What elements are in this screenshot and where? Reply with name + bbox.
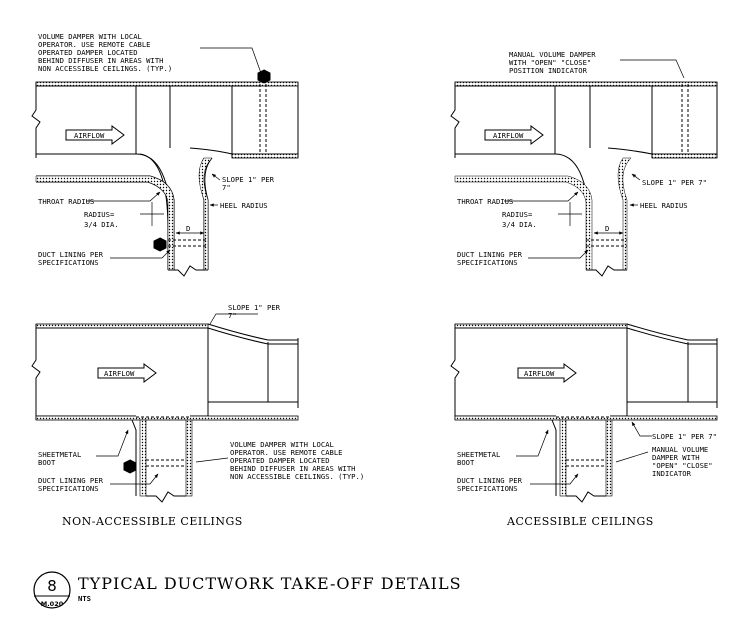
tr-throat-radius: THROAT RADIUS: [457, 197, 513, 206]
tl-damper-note-2: OPERATOR. USE REMOTE CABLE: [38, 40, 151, 49]
airflow-label: AIRFLOW: [74, 131, 105, 140]
tl-damper-note-1: VOLUME DAMPER WITH LOCAL: [38, 32, 142, 41]
airflow-label: AIRFLOW: [493, 131, 524, 140]
tl-d-dim: D: [186, 224, 190, 233]
airflow-label: AIRFLOW: [104, 369, 135, 378]
bl-labels: SLOPE 1" PER 7" AIRFLOW SHEETMETAL BOOT …: [38, 303, 364, 493]
bl-damper-note-3: OPERATED DAMPER LOCATED: [230, 456, 330, 465]
tr-radius-1: RADIUS=: [502, 210, 533, 219]
tl-slope-1: SLOPE 1" PER: [222, 175, 275, 184]
tl-throat-radius: THROAT RADIUS: [38, 197, 94, 206]
tl-heel-radius: HEEL RADIUS: [220, 201, 268, 210]
bl-damper-note-1: VOLUME DAMPER WITH LOCAL: [230, 440, 334, 449]
tr-lining-1: DUCT LINING PER: [457, 250, 523, 259]
tr-lining-2: SPECIFICATIONS: [457, 258, 518, 267]
damper-tag-hexagon: [153, 237, 167, 252]
bl-damper-note-4: BEHIND DIFFUSER IN AREAS WITH: [230, 464, 356, 473]
detail-bottom-left: [31, 313, 299, 503]
main-duct-outline: [36, 85, 137, 155]
br-damper-note-2: DAMPER WITH: [652, 453, 700, 462]
tl-slope-2: 7": [222, 183, 231, 192]
tl-damper-note-3: OPERATED DAMPER LOCATED: [38, 48, 138, 57]
bl-boot-2: BOOT: [38, 458, 56, 467]
detail-bubble: 8 M.020: [33, 571, 71, 609]
br-boot-2: BOOT: [457, 458, 475, 467]
detail-bottom-right: [450, 323, 718, 503]
caption-non-accessible: NON-ACCESSIBLE CEILINGS: [62, 515, 243, 528]
tl-lining-1: DUCT LINING PER: [38, 250, 104, 259]
caption-accessible: ACCESSIBLE CEILINGS: [506, 515, 654, 528]
bl-damper-note-2: OPERATOR. USE REMOTE CABLE: [230, 448, 343, 457]
tl-labels: VOLUME DAMPER WITH LOCAL OPERATOR. USE R…: [38, 32, 275, 267]
br-boot-1: SHEETMETAL: [457, 450, 500, 459]
br-damper-note-1: MANUAL VOLUME: [652, 445, 708, 454]
bl-lining-2: SPECIFICATIONS: [38, 484, 99, 493]
tr-labels: MANUAL VOLUME DAMPER WITH "OPEN" "CLOSE"…: [457, 50, 707, 267]
duct-top-lining: [35, 81, 299, 87]
tr-d-dim: D: [605, 224, 609, 233]
detail-top-right: [450, 59, 718, 277]
br-labels: AIRFLOW SLOPE 1" PER 7" SHEETMETAL BOOT …: [457, 369, 717, 493]
tr-heel-radius: HEEL RADIUS: [640, 201, 688, 210]
bl-slope-1: SLOPE 1" PER: [228, 303, 281, 312]
bl-lining-1: DUCT LINING PER: [38, 476, 104, 485]
br-lining-2: SPECIFICATIONS: [457, 484, 518, 493]
br-lining-1: DUCT LINING PER: [457, 476, 523, 485]
scale-note: NTS: [78, 594, 91, 603]
br-slope: SLOPE 1" PER 7": [652, 432, 717, 441]
tl-lining-2: SPECIFICATIONS: [38, 258, 99, 267]
bl-slope-2: 7": [228, 311, 237, 320]
tl-damper-note-4: BEHIND DIFFUSER IN AREAS WITH: [38, 56, 164, 65]
bl-damper-note-5: NON ACCESSIBLE CEILINGS. (TYP.): [230, 472, 364, 481]
detail-top-left: [31, 47, 299, 277]
tr-radius-2: 3/4 DIA.: [502, 220, 537, 229]
damper-tag-hexagon: [257, 69, 271, 84]
airflow-arrow: [65, 125, 125, 145]
tl-radius-1: RADIUS=: [84, 210, 115, 219]
bl-boot-1: SHEETMETAL: [38, 450, 81, 459]
break-line-left: [31, 82, 41, 158]
drawing-title: TYPICAL DUCTWORK TAKE-OFF DETAILS: [78, 574, 462, 593]
br-damper-note-4: INDICATOR: [652, 469, 692, 478]
tr-slope: SLOPE 1" PER 7": [642, 178, 707, 187]
br-damper-note-3: "OPEN" "CLOSE": [652, 461, 713, 470]
detail-number: 8: [47, 577, 57, 595]
tr-damper-note-2: WITH "OPEN" "CLOSE": [509, 58, 591, 67]
tr-damper-note-1: MANUAL VOLUME DAMPER: [509, 50, 596, 59]
tl-radius-2: 3/4 DIA.: [84, 220, 119, 229]
tl-damper-note-5: NON ACCESSIBLE CEILINGS. (TYP.): [38, 64, 172, 73]
sheet-reference: M.020: [41, 600, 64, 608]
taper-bottom: [189, 147, 298, 155]
tr-damper-note-3: POSITION INDICATOR: [509, 66, 588, 75]
airflow-label: AIRFLOW: [524, 369, 555, 378]
